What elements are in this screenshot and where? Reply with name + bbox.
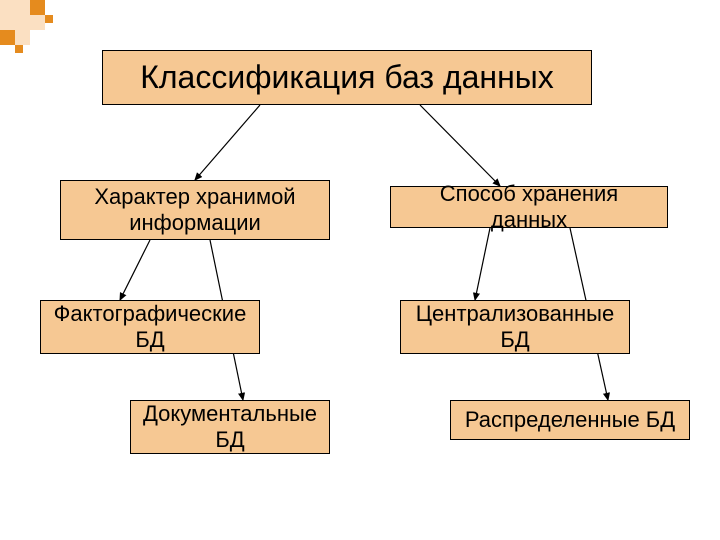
leaf-factographic-node: Фактографические БД	[40, 300, 260, 354]
decor-square	[45, 15, 53, 23]
category-left-label: Характер хранимой информации	[69, 184, 321, 237]
leaf-documentary-label: Документальные БД	[139, 401, 321, 454]
leaf-centralized-label: Централизованные БД	[409, 301, 621, 354]
leaf-factographic-label: Фактографические БД	[49, 301, 251, 354]
leaf-centralized-node: Централизованные БД	[400, 300, 630, 354]
decor-square	[15, 30, 30, 45]
title-label: Классификация баз данных	[140, 58, 554, 96]
leaf-distributed-node: Распределенные БД	[450, 400, 690, 440]
category-right-node: Способ хранения данных	[390, 186, 668, 228]
leaf-documentary-node: Документальные БД	[130, 400, 330, 454]
decor-square	[15, 45, 23, 53]
decor-square	[0, 0, 30, 30]
decor-square	[0, 30, 15, 45]
decor-square	[30, 0, 45, 15]
title-node: Классификация баз данных	[102, 50, 592, 105]
leaf-distributed-label: Распределенные БД	[465, 407, 675, 433]
decor-square	[30, 15, 45, 30]
category-left-node: Характер хранимой информации	[60, 180, 330, 240]
category-right-label: Способ хранения данных	[399, 181, 659, 234]
